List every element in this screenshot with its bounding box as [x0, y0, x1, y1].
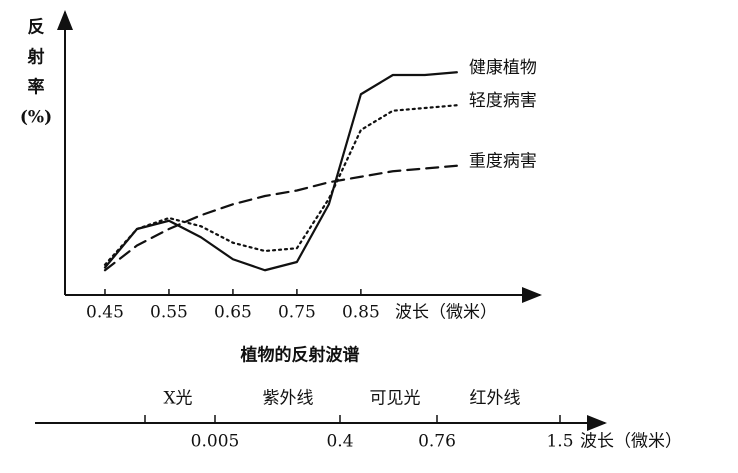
band-label: X光: [163, 389, 192, 409]
line-series: [103, 104, 458, 266]
y-axis-label: (%): [20, 108, 52, 128]
chart-title: 植物的反射波谱: [241, 345, 360, 366]
x-tick-label: 0.65: [214, 303, 252, 323]
series-label: 健康植物: [469, 58, 537, 78]
y-axis-label: 反: [28, 18, 45, 38]
series-label: 轻度病害: [469, 91, 537, 111]
x-tick-label: 0.85: [342, 303, 380, 323]
band-label: 紫外线: [263, 389, 314, 409]
spectrum-tick-label: 0.4: [326, 432, 353, 452]
band-label: 可见光: [370, 389, 421, 409]
y-axis-label: 射: [27, 47, 45, 68]
x-axis-label: 波长（微米）: [395, 303, 497, 323]
line-series: [103, 71, 458, 272]
spectrum-axis-label: 波长（微米）: [580, 432, 682, 452]
x-tick-label: 0.55: [150, 303, 188, 323]
band-label: 红外线: [470, 389, 521, 409]
series-label: 重度病害: [469, 151, 537, 171]
x-tick-label: 0.75: [278, 303, 316, 323]
line-series: [103, 164, 458, 272]
y-axis-label: 率: [28, 77, 45, 98]
spectrum-tick-label: 1.5: [546, 432, 573, 452]
spectrum-tick-label: 0.005: [191, 432, 240, 452]
x-tick-label: 0.45: [86, 303, 124, 323]
spectrum-tick-label: 0.76: [418, 432, 456, 452]
